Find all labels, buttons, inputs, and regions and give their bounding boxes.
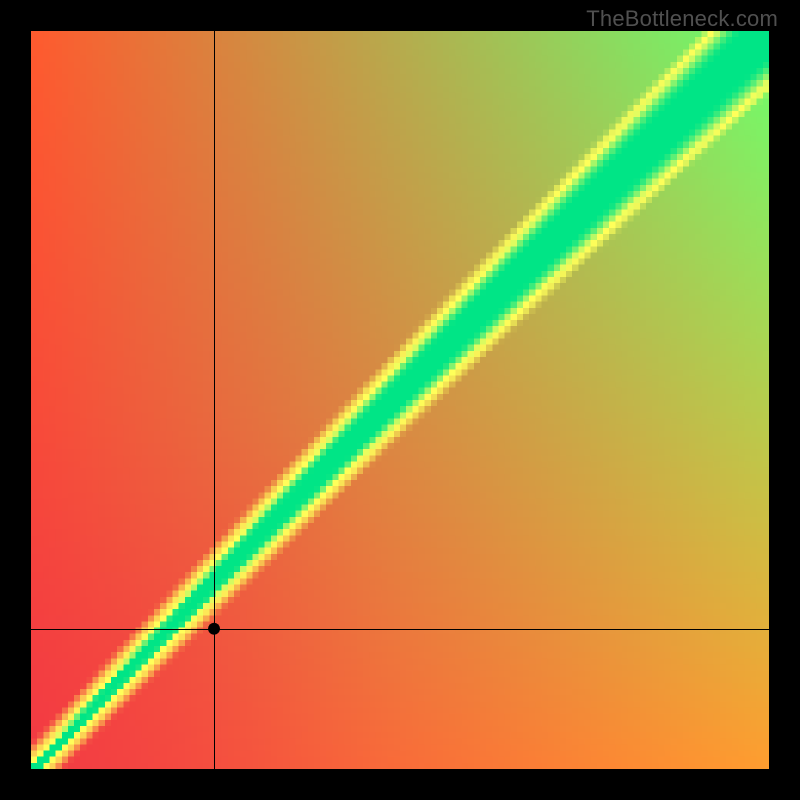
chart-frame: TheBottleneck.com xyxy=(0,0,800,800)
heatmap-overlay xyxy=(31,31,769,769)
watermark-text: TheBottleneck.com xyxy=(586,6,778,32)
